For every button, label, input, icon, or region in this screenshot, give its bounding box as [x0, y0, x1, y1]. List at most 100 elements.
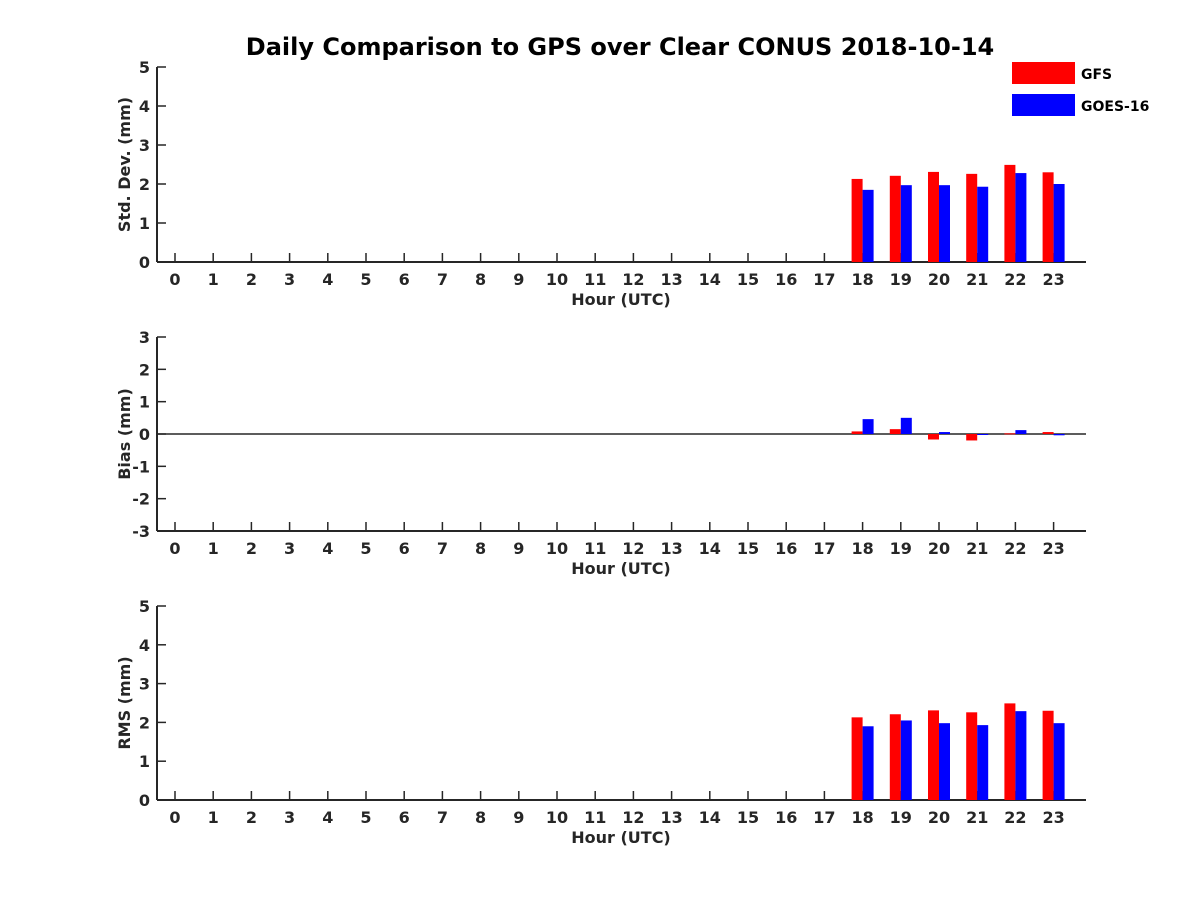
- x-tick-label: 5: [360, 270, 371, 289]
- x-tick-label: 12: [622, 539, 644, 558]
- x-tick-label: 17: [813, 539, 835, 558]
- x-tick-label: 15: [737, 270, 759, 289]
- bar-gfs-19: [889, 714, 901, 800]
- y-tick-label: 2: [139, 713, 150, 732]
- y-tick-label: -1: [132, 457, 150, 476]
- x-tick-label: 7: [437, 808, 448, 827]
- x-tick-label: 2: [246, 270, 257, 289]
- x-tick-label: 11: [584, 539, 606, 558]
- bar-goes-16-22: [1015, 173, 1027, 262]
- x-tick-label: 22: [1004, 539, 1026, 558]
- x-tick-label: 5: [360, 539, 371, 558]
- x-tick-label: 22: [1004, 808, 1026, 827]
- bar-goes-16-20: [939, 185, 950, 262]
- x-tick-label: 1: [208, 808, 219, 827]
- bar-goes-16-19: [900, 720, 912, 800]
- bar-goes-16-18: [862, 726, 874, 800]
- y-tick-label: 5: [139, 597, 150, 616]
- bar-gfs-23: [1042, 710, 1054, 800]
- x-tick-label: 16: [775, 808, 797, 827]
- bar-goes-16-22: [1015, 711, 1027, 800]
- x-tick-label: 14: [699, 539, 721, 558]
- bar-goes-16-21: [977, 725, 989, 800]
- x-tick-label: 11: [584, 808, 606, 827]
- x-tick-label: 6: [399, 270, 410, 289]
- y-tick-label: 1: [139, 752, 150, 771]
- bar-goes-16-21: [977, 186, 989, 262]
- bar-gfs-19: [889, 175, 901, 262]
- x-tick-label: 16: [775, 539, 797, 558]
- bar-gfs-23: [1042, 432, 1054, 434]
- y-tick-label: 1: [139, 214, 150, 233]
- y-tick-label: 3: [139, 675, 150, 694]
- x-tick-label: 19: [890, 539, 912, 558]
- x-tick-label: 10: [546, 808, 568, 827]
- x-tick-label: 1: [208, 539, 219, 558]
- bar-gfs-19: [889, 429, 901, 434]
- bar-gfs-20: [928, 434, 939, 440]
- x-tick-label: 7: [437, 539, 448, 558]
- x-tick-label: 3: [284, 808, 295, 827]
- bar-gfs-22: [1004, 703, 1016, 800]
- x-tick-label: 12: [622, 270, 644, 289]
- x-tick-label: 22: [1004, 270, 1026, 289]
- x-tick-label: 13: [660, 808, 682, 827]
- x-tick-label: 9: [513, 808, 524, 827]
- x-tick-label: 13: [660, 539, 682, 558]
- y-axis-label: RMS (mm): [115, 656, 134, 749]
- x-tick-label: 23: [1042, 808, 1064, 827]
- x-tick-label: 19: [890, 808, 912, 827]
- legend-label: GFS: [1081, 67, 1112, 83]
- x-tick-label: 0: [169, 270, 180, 289]
- x-tick-label: 4: [322, 539, 333, 558]
- bar-gfs-21: [966, 712, 978, 800]
- x-tick-label: 6: [399, 808, 410, 827]
- bar-goes-16-21: [977, 434, 989, 435]
- bar-gfs-20: [928, 171, 939, 262]
- legend-swatch-goes-16: [1012, 94, 1075, 116]
- bar-goes-16-23: [1053, 723, 1065, 800]
- legend-swatch-gfs: [1012, 62, 1075, 84]
- bar-goes-16-23: [1053, 184, 1065, 262]
- bar-goes-16-20: [939, 723, 950, 800]
- x-tick-label: 10: [546, 270, 568, 289]
- x-tick-label: 5: [360, 808, 371, 827]
- x-axis-label: Hour (UTC): [571, 559, 671, 578]
- x-tick-label: 9: [513, 539, 524, 558]
- x-tick-label: 17: [813, 808, 835, 827]
- x-tick-label: 16: [775, 270, 797, 289]
- bar-gfs-22: [1004, 164, 1016, 262]
- x-tick-label: 6: [399, 539, 410, 558]
- x-tick-label: 13: [660, 270, 682, 289]
- bar-gfs-18: [851, 178, 863, 262]
- x-tick-label: 20: [928, 539, 950, 558]
- y-tick-label: 2: [139, 175, 150, 194]
- y-tick-label: -3: [132, 522, 150, 541]
- bar-goes-16-18: [862, 419, 874, 434]
- bar-gfs-18: [851, 431, 863, 434]
- x-tick-label: 3: [284, 270, 295, 289]
- bar-goes-16-19: [900, 185, 912, 262]
- x-tick-label: 14: [699, 270, 721, 289]
- y-tick-label: 1: [139, 393, 150, 412]
- x-tick-label: 20: [928, 808, 950, 827]
- bar-gfs-18: [851, 717, 863, 800]
- y-tick-label: 4: [139, 636, 150, 655]
- x-tick-label: 18: [851, 270, 873, 289]
- x-tick-label: 8: [475, 808, 486, 827]
- x-tick-label: 4: [322, 808, 333, 827]
- y-tick-label: 2: [139, 360, 150, 379]
- x-tick-label: 14: [699, 808, 721, 827]
- x-tick-label: 18: [851, 539, 873, 558]
- x-tick-label: 15: [737, 808, 759, 827]
- bar-gfs-21: [966, 173, 978, 262]
- x-tick-label: 1: [208, 270, 219, 289]
- x-tick-label: 8: [475, 539, 486, 558]
- x-tick-label: 20: [928, 270, 950, 289]
- legend-label: GOES-16: [1081, 99, 1149, 115]
- x-tick-label: 12: [622, 808, 644, 827]
